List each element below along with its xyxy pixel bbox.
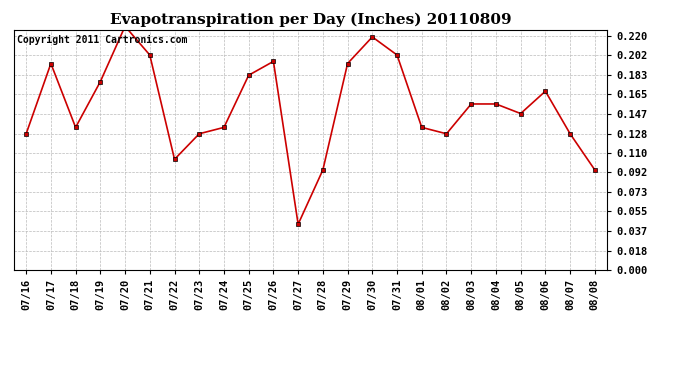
Title: Evapotranspiration per Day (Inches) 20110809: Evapotranspiration per Day (Inches) 2011…: [110, 13, 511, 27]
Text: Copyright 2011 Cartronics.com: Copyright 2011 Cartronics.com: [17, 35, 187, 45]
